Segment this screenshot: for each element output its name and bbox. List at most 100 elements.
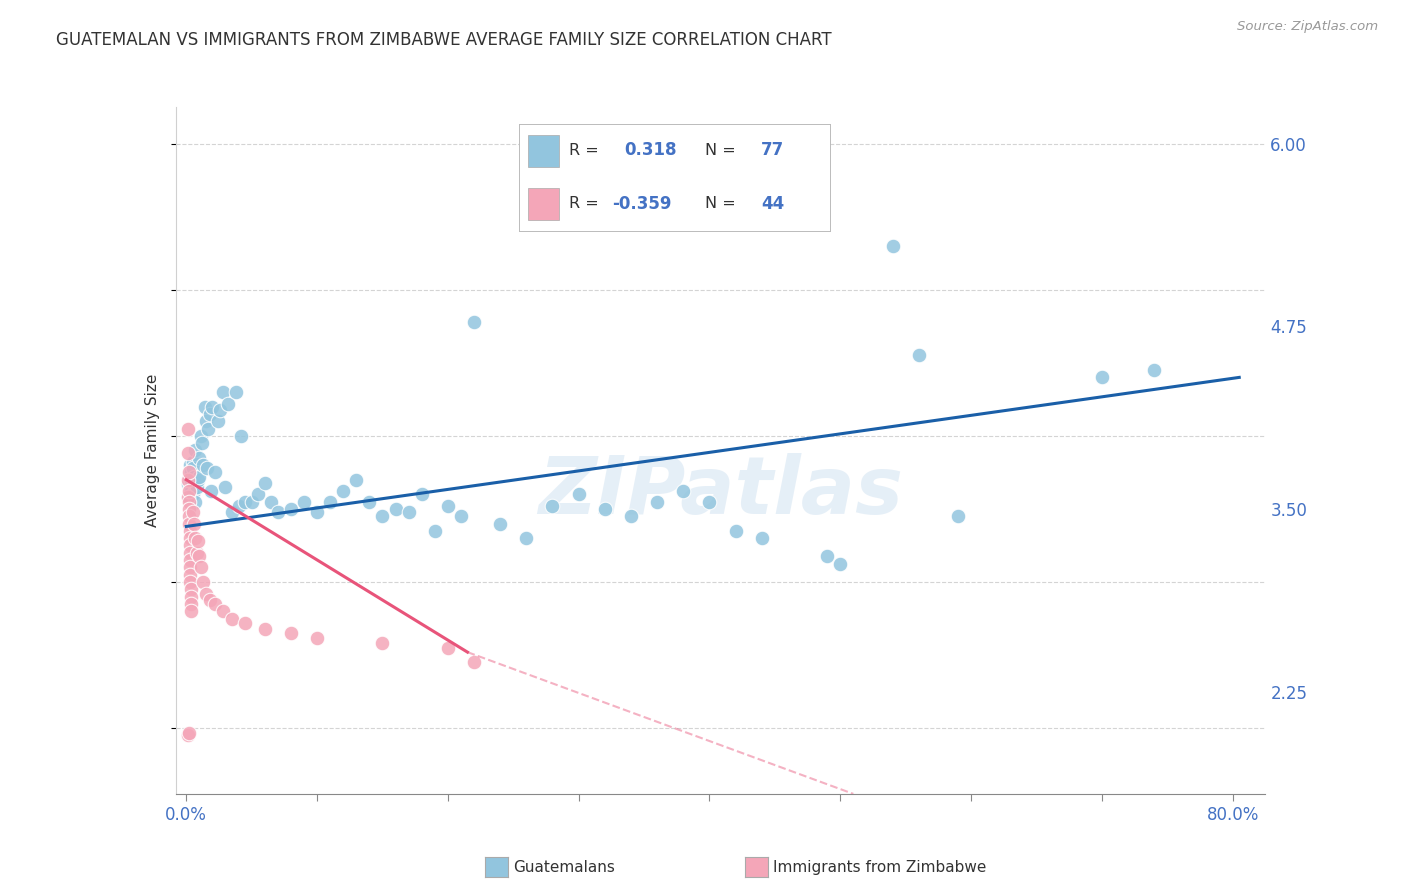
Text: Immigrants from Zimbabwe: Immigrants from Zimbabwe [773, 861, 987, 875]
Point [1143, 363, 1166, 377]
Point [198, 592, 221, 607]
Point [181, 455, 204, 469]
Point [319, 494, 342, 508]
Point [177, 494, 200, 508]
Point [194, 414, 217, 428]
Point [201, 400, 224, 414]
Point [177, 466, 200, 480]
Y-axis label: Average Family Size: Average Family Size [145, 374, 160, 527]
Point [253, 622, 276, 636]
Point [181, 487, 204, 501]
Point [568, 487, 591, 501]
Point [450, 509, 472, 524]
Point [260, 494, 283, 508]
Point [179, 480, 201, 494]
Point [179, 546, 201, 560]
Point [193, 458, 215, 472]
Point [515, 531, 537, 545]
Point [180, 466, 202, 480]
Point [882, 239, 904, 253]
Point [423, 524, 446, 538]
Point [344, 473, 367, 487]
Text: GUATEMALAN VS IMMIGRANTS FROM ZIMBABWE AVERAGE FAMILY SIZE CORRELATION CHART: GUATEMALAN VS IMMIGRANTS FROM ZIMBABWE A… [56, 31, 832, 49]
Point [177, 516, 200, 531]
Point [292, 494, 315, 508]
Point [305, 631, 328, 645]
Point [233, 494, 256, 508]
Point [541, 499, 564, 513]
Point [411, 487, 433, 501]
Point [188, 469, 211, 483]
Point [204, 466, 226, 480]
Point [187, 473, 209, 487]
Text: Source: ZipAtlas.com: Source: ZipAtlas.com [1237, 20, 1378, 33]
Point [186, 546, 208, 560]
Point [176, 728, 198, 742]
Point [179, 531, 201, 545]
Point [180, 484, 202, 499]
Point [751, 531, 773, 545]
Point [815, 549, 838, 563]
Point [645, 494, 668, 508]
Point [177, 490, 200, 504]
Point [180, 590, 202, 604]
Point [194, 587, 217, 601]
Point [207, 414, 229, 428]
Point [280, 502, 302, 516]
Point [200, 484, 222, 499]
Point [228, 499, 250, 513]
Point [176, 477, 198, 491]
Point [332, 484, 354, 499]
Point [188, 450, 211, 465]
Point [183, 475, 205, 490]
Point [180, 473, 202, 487]
Point [193, 400, 215, 414]
Point [699, 494, 721, 508]
Point [214, 480, 236, 494]
Point [197, 421, 219, 435]
Point [221, 505, 243, 519]
Point [217, 397, 239, 411]
Point [233, 615, 256, 630]
Point [177, 509, 200, 524]
Point [247, 487, 270, 501]
Point [1091, 370, 1114, 384]
Point [177, 502, 200, 516]
Point [180, 582, 202, 597]
Point [204, 597, 226, 611]
Point [183, 469, 205, 483]
Point [198, 407, 221, 421]
Point [907, 349, 929, 363]
Text: ZIPatlas: ZIPatlas [538, 452, 903, 531]
Point [280, 626, 302, 640]
Point [221, 611, 243, 625]
Point [305, 505, 328, 519]
Point [184, 494, 207, 508]
Point [371, 509, 394, 524]
Point [180, 604, 202, 618]
Point [188, 549, 211, 563]
Point [398, 505, 420, 519]
Point [184, 443, 207, 458]
Point [177, 484, 200, 499]
Point [463, 315, 485, 329]
Point [724, 524, 747, 538]
Point [179, 567, 201, 582]
Point [186, 480, 208, 494]
Point [179, 574, 201, 589]
Point [177, 725, 200, 739]
Point [195, 461, 218, 475]
Point [225, 384, 247, 399]
Point [620, 509, 643, 524]
Point [371, 636, 394, 650]
Point [437, 640, 460, 655]
Point [830, 558, 852, 572]
Point [672, 484, 695, 499]
Point [240, 494, 263, 508]
Point [463, 656, 485, 670]
Point [437, 499, 460, 513]
Point [211, 384, 233, 399]
Point [177, 469, 200, 483]
Point [184, 531, 207, 545]
Point [267, 505, 290, 519]
